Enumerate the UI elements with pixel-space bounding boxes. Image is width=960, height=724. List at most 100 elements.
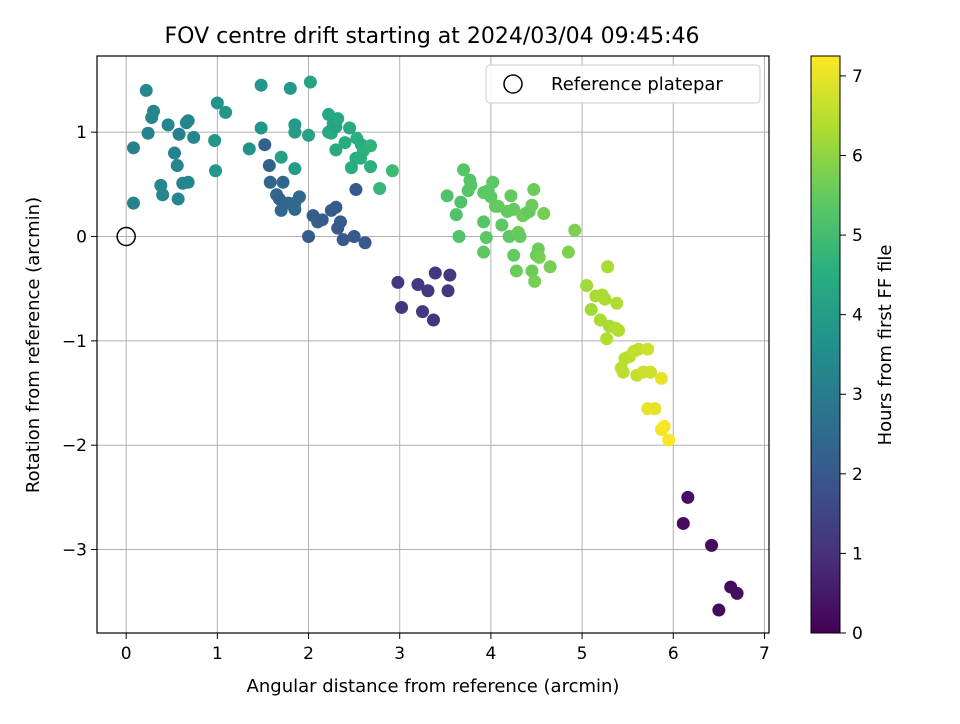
legend-marker-icon bbox=[503, 74, 523, 94]
data-point bbox=[598, 292, 612, 306]
y-tick-label: −3 bbox=[62, 541, 87, 561]
data-point bbox=[338, 136, 352, 150]
data-point bbox=[141, 126, 155, 140]
data-point bbox=[657, 419, 671, 433]
data-point bbox=[441, 284, 455, 298]
legend-label: Reference platepar bbox=[551, 74, 723, 95]
data-point bbox=[507, 202, 521, 216]
y-tick-label: −2 bbox=[62, 436, 87, 456]
data-point bbox=[612, 323, 626, 337]
data-point bbox=[302, 128, 316, 142]
data-point bbox=[643, 365, 657, 379]
legend-box bbox=[485, 64, 761, 104]
data-point bbox=[525, 264, 539, 278]
data-point bbox=[329, 200, 343, 214]
data-point bbox=[421, 284, 435, 298]
y-axis-label: Rotation from reference (arcmin) bbox=[23, 197, 44, 493]
data-point bbox=[343, 121, 357, 135]
colorbar bbox=[810, 55, 841, 634]
data-point bbox=[274, 150, 288, 164]
data-point bbox=[258, 138, 272, 152]
data-point bbox=[600, 332, 614, 346]
grid bbox=[97, 56, 769, 633]
x-tick-label: 1 bbox=[212, 644, 223, 664]
data-point bbox=[219, 105, 233, 119]
data-point bbox=[288, 125, 302, 139]
data-point bbox=[181, 114, 195, 128]
data-point bbox=[477, 215, 491, 229]
data-point bbox=[395, 300, 409, 314]
data-point bbox=[168, 146, 182, 160]
data-point bbox=[254, 78, 268, 92]
data-point bbox=[584, 303, 598, 317]
data-point bbox=[504, 189, 518, 203]
data-points bbox=[126, 75, 744, 617]
y-tick-label: 0 bbox=[76, 228, 87, 248]
data-point bbox=[254, 121, 268, 135]
data-point bbox=[172, 127, 186, 141]
data-point bbox=[525, 198, 539, 212]
x-tick-label: 6 bbox=[668, 644, 679, 664]
x-tick-label: 4 bbox=[485, 644, 496, 664]
y-tick-label: −1 bbox=[62, 332, 87, 352]
data-point bbox=[528, 274, 542, 288]
data-point bbox=[303, 75, 317, 89]
data-point bbox=[364, 139, 378, 153]
data-point bbox=[532, 250, 546, 264]
data-point bbox=[331, 112, 345, 126]
data-point bbox=[486, 175, 500, 189]
data-point bbox=[411, 278, 425, 292]
data-point bbox=[495, 218, 509, 232]
colorbar-tick-label: 4 bbox=[852, 306, 863, 326]
data-point bbox=[543, 260, 557, 274]
data-point bbox=[477, 245, 491, 259]
data-point bbox=[443, 268, 457, 282]
data-point bbox=[440, 189, 454, 203]
data-point bbox=[187, 130, 201, 144]
data-point bbox=[347, 230, 361, 244]
data-point bbox=[601, 260, 615, 274]
data-point bbox=[373, 182, 387, 196]
data-point bbox=[315, 213, 329, 227]
data-point bbox=[428, 266, 442, 280]
data-point bbox=[210, 96, 224, 110]
data-point bbox=[262, 159, 276, 173]
data-point bbox=[454, 195, 468, 209]
plot-area-frame bbox=[96, 55, 770, 634]
x-tick-label: 2 bbox=[303, 644, 314, 664]
colorbar-tick-label: 1 bbox=[852, 544, 863, 564]
data-point bbox=[391, 275, 405, 289]
data-point bbox=[654, 371, 668, 385]
data-point bbox=[662, 433, 676, 447]
data-point bbox=[426, 313, 440, 327]
data-point bbox=[479, 231, 493, 245]
data-point bbox=[537, 207, 551, 221]
data-point bbox=[676, 516, 690, 530]
data-point bbox=[610, 296, 624, 310]
data-point bbox=[616, 365, 630, 379]
colorbar-ticks: 0 1 2 3 4 5 6 7 bbox=[840, 67, 863, 644]
data-point bbox=[509, 264, 523, 278]
data-point bbox=[263, 175, 277, 189]
data-point bbox=[302, 230, 316, 244]
data-point bbox=[156, 188, 170, 202]
data-point bbox=[283, 81, 297, 95]
data-point bbox=[181, 175, 195, 189]
data-point bbox=[292, 190, 306, 204]
colorbar-label: Hours from first FF file bbox=[875, 245, 896, 446]
data-point bbox=[712, 603, 726, 617]
data-point bbox=[329, 143, 343, 157]
data-point bbox=[288, 162, 302, 176]
data-point bbox=[209, 164, 223, 178]
x-axis-ticks: 0 1 2 3 4 5 6 7 bbox=[121, 633, 770, 664]
data-point bbox=[452, 230, 466, 244]
data-point bbox=[632, 342, 646, 356]
x-tick-label: 7 bbox=[759, 644, 770, 664]
x-tick-label: 0 bbox=[121, 644, 132, 664]
y-axis-ticks: −3 −2 −1 0 1 bbox=[62, 123, 97, 561]
data-point bbox=[513, 230, 527, 244]
data-point bbox=[242, 142, 256, 156]
colorbar-tick-label: 6 bbox=[852, 146, 863, 166]
